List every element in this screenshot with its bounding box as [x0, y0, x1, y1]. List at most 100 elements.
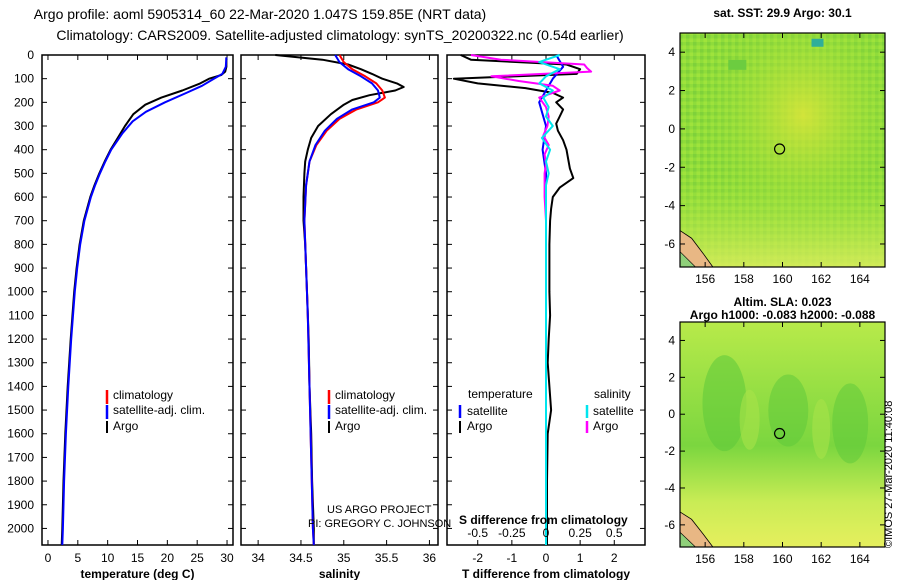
legend-label-argo: Argo	[335, 419, 361, 433]
depth-tick-label: 700	[14, 214, 34, 228]
depth-tick-label: 500	[14, 166, 34, 180]
depth-tick-label: 1400	[7, 379, 34, 393]
credit-pi: PI: GREGORY C. JOHNSON	[308, 518, 451, 530]
series-line-satellite-adj-clim-	[303, 54, 381, 546]
legend-header-salinity: salinity	[594, 387, 631, 401]
map-y-tick-label: -2	[664, 444, 675, 458]
depth-tick-label: 400	[14, 143, 34, 157]
legend-label-argo: Argo	[113, 419, 139, 433]
x-tick-label: 2	[611, 551, 618, 565]
map-x-tick-label: 160	[772, 552, 792, 566]
x-tick-label: 36	[423, 551, 437, 565]
x-tick-label: 35	[337, 551, 351, 565]
legend-label-t-argo: Argo	[467, 419, 493, 433]
depth-tick-label: 1300	[7, 356, 34, 370]
legend-label-climatology: climatology	[113, 388, 173, 402]
temperature-legend: climatology satellite-adj. clim. Argo	[105, 388, 205, 433]
legend-label-satellite: satellite-adj. clim.	[113, 403, 205, 417]
sst-map-panel: sat. SST: 29.9 Argo: 30.1 156 158 160 162 164…	[664, 6, 886, 286]
x-tick-label: 5	[74, 551, 81, 565]
depth-tick-label: 800	[14, 237, 34, 251]
s-axis-label: S difference from climatology	[459, 513, 628, 527]
map-x-tick-label: 158	[734, 552, 754, 566]
x-tick-label: 35.5	[375, 551, 399, 565]
x-tick-label: 10	[101, 551, 115, 565]
x-axis-label: salinity	[319, 567, 361, 580]
sla-low-patch	[832, 383, 869, 464]
map-y-tick-label: -6	[664, 518, 675, 532]
map-subtitle: Argo h1000: -0.083 h2000: -0.088	[690, 308, 876, 322]
x-tick-label: -1	[507, 551, 518, 565]
s-axis-tick-label: 0	[543, 526, 550, 540]
depth-tick-label: 1200	[7, 332, 34, 346]
difference-panel: -2 -1 0 1 2 T difference from climatology -0.5…	[446, 54, 646, 580]
argo-position-marker	[773, 427, 786, 440]
map-x-tick-label: 162	[811, 552, 831, 566]
depth-tick-label: 2000	[7, 521, 34, 535]
depth-tick-label: 1800	[7, 474, 34, 488]
credit-project: US ARGO PROJECT	[327, 504, 432, 516]
depth-tick-label: 1600	[7, 427, 34, 441]
map-title: sat. SST: 29.9 Argo: 30.1	[713, 6, 852, 20]
sst-cool-patch	[728, 59, 747, 70]
legend-label-climatology: climatology	[335, 388, 395, 402]
map-x-tick-label: 160	[772, 272, 792, 286]
map-y-tick-label: -6	[664, 237, 675, 251]
depth-axis-labels: 0 100 200 300 400 500 600 700 800 900 1000 1100 1200…	[7, 48, 34, 535]
series-line-s-satellite	[538, 54, 561, 545]
sla-low-patch	[768, 374, 809, 447]
x-axis-label: T difference from climatology	[462, 567, 630, 580]
legend-label-s-argo: Argo	[593, 419, 619, 433]
depth-tick-label: 900	[14, 261, 34, 275]
difference-legend: temperature salinity satellite Argo sate…	[458, 387, 634, 433]
depth-tick-label: 1900	[7, 498, 34, 512]
map-y-tick-label: -4	[664, 199, 675, 213]
salinity-legend: climatology satellite-adj. clim. Argo	[327, 388, 427, 433]
depth-tick-label: 100	[14, 72, 34, 86]
sla-high-patch	[812, 398, 831, 459]
x-tick-label: 0	[45, 551, 52, 565]
map-y-tick-label: 4	[668, 333, 675, 347]
x-axis-label: temperature (deg C)	[80, 567, 194, 580]
s-axis-tick-label: 0.25	[568, 526, 592, 540]
sla-high-patch	[739, 389, 760, 450]
depth-tick-label: 1000	[7, 285, 34, 299]
plot-frame	[41, 54, 234, 546]
x-tick-label: 0	[543, 551, 550, 565]
s-axis-tick-label: 0.5	[606, 526, 623, 540]
map-x-tick-label: 156	[695, 272, 715, 286]
series-line-t-argo	[452, 54, 582, 545]
depth-tick-label: 1700	[7, 450, 34, 464]
depth-tick-label: 1500	[7, 403, 34, 417]
x-tick-label: 34	[251, 551, 265, 565]
map-y-tick-label: -4	[664, 481, 675, 495]
x-tick-label: 1	[577, 551, 584, 565]
legend-label-satellite: satellite-adj. clim.	[335, 403, 427, 417]
map-y-tick-label: 0	[668, 407, 675, 421]
depth-tick-label: 0	[27, 48, 34, 62]
x-tick-label: 34.5	[289, 551, 313, 565]
map-y-tick-label: 4	[668, 45, 675, 59]
map-title: Altim. SLA: 0.023	[733, 295, 831, 309]
map-y-tick-label: 0	[668, 122, 675, 136]
x-tick-label: 25	[191, 551, 205, 565]
legend-header-temperature: temperature	[468, 387, 533, 401]
x-tick-label: 20	[161, 551, 175, 565]
sst-cool-patch	[811, 38, 824, 47]
argo-position-marker	[773, 143, 786, 155]
plot-frame	[240, 54, 439, 546]
sla-low-patch	[702, 355, 747, 452]
depth-tick-label: 200	[14, 95, 34, 109]
map-x-tick-label: 164	[850, 552, 870, 566]
map-x-tick-label: 158	[734, 272, 754, 286]
sst-south-warm	[680, 33, 885, 267]
temperature-panel: 0 5 10 15 20 25 30 temperature (deg C)	[41, 54, 234, 580]
depth-tick-label: 600	[14, 190, 34, 204]
imos-credit: ©IMOS 27-Mar-2020 11:40:08	[883, 401, 895, 548]
legend-label-t-satellite: satellite	[467, 404, 508, 418]
map-x-tick-label: 156	[695, 552, 715, 566]
legend-label-s-satellite: satellite	[593, 404, 634, 418]
map-x-tick-label: 162	[811, 272, 831, 286]
